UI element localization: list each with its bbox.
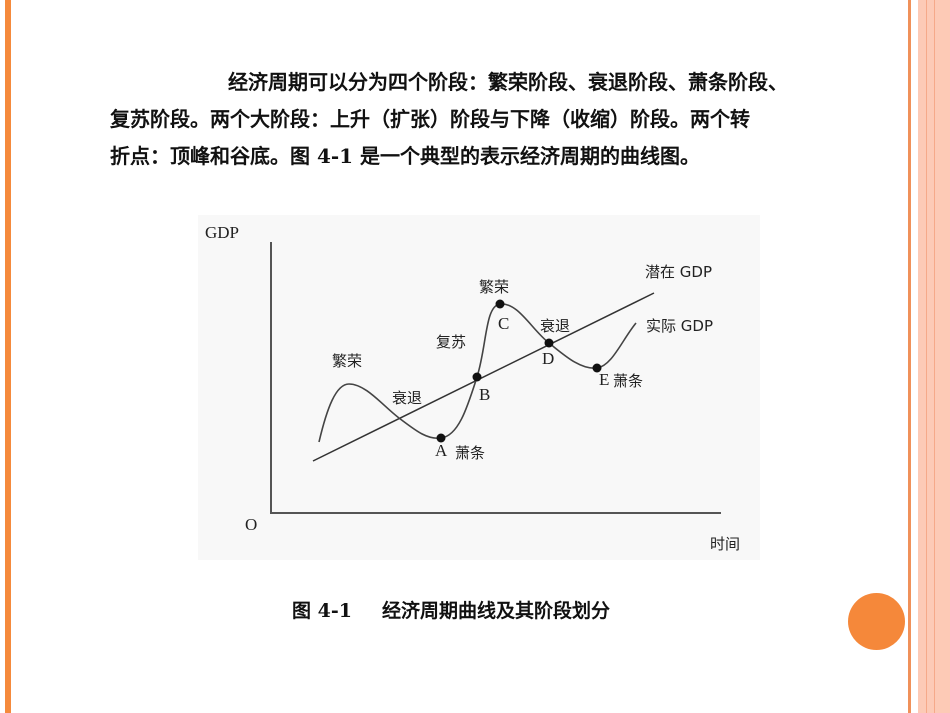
paragraph-line: 折点：顶峰和谷底。图 4-1 是一个典型的表示经济周期的曲线图。 xyxy=(110,144,701,168)
caption-title: 经济周期曲线及其阶段划分 xyxy=(381,600,610,622)
y-axis-label: GDP xyxy=(205,223,240,242)
label-depression-e: 萧条 xyxy=(613,372,644,390)
x-axis-label: 时间 xyxy=(710,535,741,553)
figure-caption: 图 4-1 经济周期曲线及其阶段划分 xyxy=(292,596,610,623)
right-accent-line xyxy=(908,0,911,713)
legend-actual-gdp: 实际 GDP xyxy=(646,317,713,335)
paragraph-line: 经济周期可以分为四个阶段：繁荣阶段、衰退阶段、萧条阶段、 xyxy=(228,70,788,94)
point-e-marker xyxy=(592,363,602,373)
right-band-stripe xyxy=(926,0,927,713)
paragraph-line: 复苏阶段。两个大阶段：上升（扩张）阶段与下降（收缩）阶段。两个转 xyxy=(110,107,750,131)
axes xyxy=(270,242,721,514)
label-point-c: C xyxy=(498,314,510,333)
label-point-b: B xyxy=(479,385,491,404)
label-point-e: E xyxy=(599,370,610,389)
potential-gdp-line xyxy=(312,292,655,462)
label-depression-a: 萧条 xyxy=(455,444,486,462)
diagram-graphics xyxy=(270,242,721,514)
point-c-marker xyxy=(495,299,505,309)
origin-label: O xyxy=(245,515,258,534)
legend-potential-gdp: 潜在 GDP xyxy=(645,263,712,281)
label-point-d: D xyxy=(542,349,555,368)
decorative-circle xyxy=(848,593,905,650)
point-b-marker xyxy=(472,372,482,382)
label-boom-2: 繁荣 xyxy=(479,278,510,296)
label-recession-2: 衰退 xyxy=(540,317,571,335)
left-accent-bar xyxy=(5,0,11,713)
label-recession-1: 衰退 xyxy=(392,389,423,407)
intro-paragraph: 经济周期可以分为四个阶段：繁荣阶段、衰退阶段、萧条阶段、 复苏阶段。两个大阶段：… xyxy=(110,64,900,175)
point-a-marker xyxy=(436,433,446,443)
label-boom-1: 繁荣 xyxy=(332,352,363,370)
business-cycle-diagram: GDP O 时间 繁荣 衰退 A 萧条 B 复苏 繁荣 C 衰退 D E 萧条 … xyxy=(198,215,760,560)
point-d-marker xyxy=(544,338,554,348)
label-point-a: A xyxy=(435,441,448,460)
caption-number: 图 4-1 xyxy=(292,600,352,622)
right-band-stripe xyxy=(934,0,935,713)
label-recovery: 复苏 xyxy=(436,333,467,351)
